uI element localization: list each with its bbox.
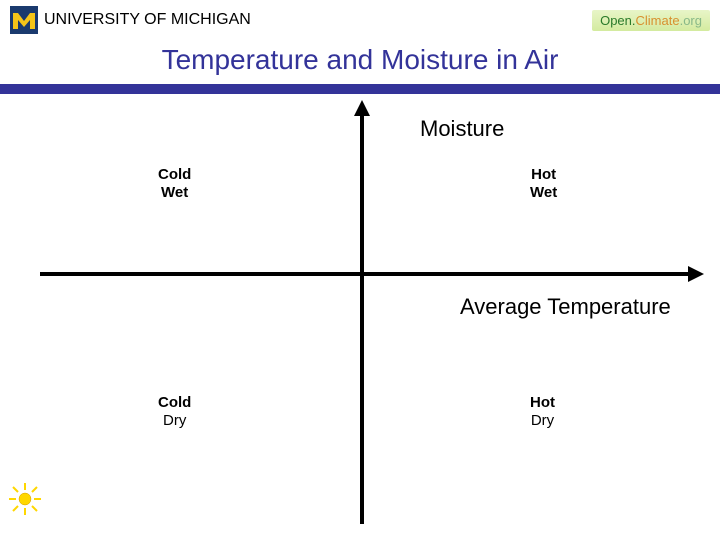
quadrant-cold-dry: Cold Dry (158, 394, 191, 430)
y-axis-label: Moisture (420, 116, 504, 142)
university-logo: UNIVERSITY OF MICHIGAN (10, 6, 251, 34)
title-underline (0, 84, 720, 94)
oc-org-text: .org (680, 13, 702, 28)
header-bar: UNIVERSITY OF MICHIGAN Open.Climate.org (0, 0, 720, 38)
q1-line2: Wet (530, 184, 557, 202)
q3-line1: Cold (158, 394, 191, 411)
openclimate-badge: Open.Climate.org (592, 10, 710, 31)
quadrant-cold-wet: Cold Wet (158, 166, 191, 202)
q2-line2: Wet (158, 184, 191, 202)
quadrant-hot-wet: Hot Wet (530, 166, 557, 202)
x-axis-label: Average Temperature (460, 294, 671, 320)
q4-line1: Hot (530, 394, 555, 411)
oc-open-text: Open. (600, 13, 635, 28)
x-axis-arrowhead-icon (688, 266, 704, 282)
quadrant-hot-dry: Hot Dry (530, 394, 555, 430)
q4-line2: Dry (530, 412, 555, 430)
slide-title: Temperature and Moisture in Air (0, 44, 720, 76)
q2-line1: Cold (158, 166, 191, 183)
q1-line1: Hot (531, 166, 556, 183)
oc-climate-text: Climate (636, 13, 680, 28)
university-name: UNIVERSITY OF MICHIGAN (44, 11, 251, 29)
block-m-icon (10, 6, 38, 34)
sun-icon (8, 482, 42, 516)
q3-line2: Dry (158, 412, 191, 430)
quadrant-diagram: Moisture Average Temperature Cold Wet Ho… (0, 94, 720, 524)
y-axis-arrowhead-icon (354, 100, 370, 116)
